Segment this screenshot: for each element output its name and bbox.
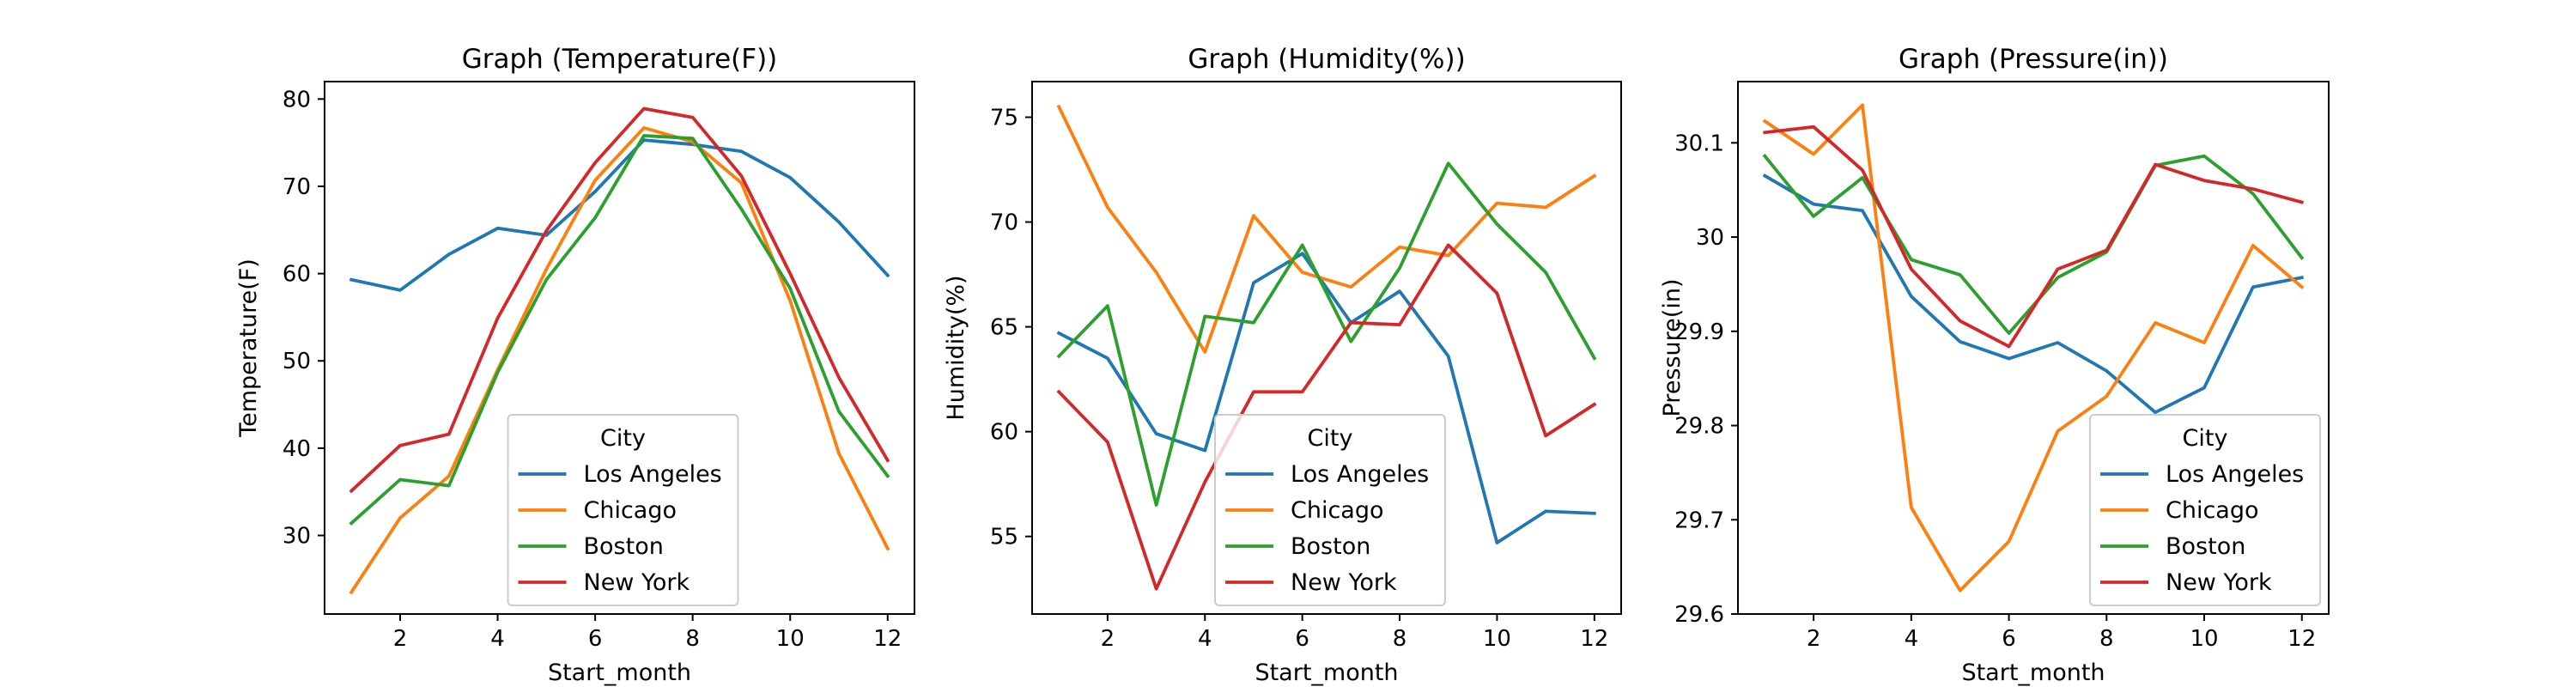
y-tick-label: 40 [283, 436, 311, 462]
legend-entry-label: Los Angeles [2166, 461, 2304, 488]
x-tick-label: 4 [1905, 626, 1919, 652]
series-line-boston [1056, 161, 1597, 507]
x-axis-label: Start_month [1961, 660, 2105, 686]
y-tick-label: 29.7 [1674, 508, 1724, 533]
x-tick-label: 12 [873, 626, 902, 652]
chart-title: Graph (Humidity(%)) [1188, 44, 1465, 75]
y-tick-label: 30.1 [1674, 131, 1724, 156]
y-tick-label: 60 [990, 420, 1018, 446]
y-axis-label: Temperature(F) [235, 258, 262, 438]
y-axis-label: Pressure(in) [1659, 279, 1686, 417]
chart-title: Graph (Temperature(F)) [462, 44, 778, 75]
series-line-new-york [349, 106, 890, 494]
x-tick-label: 8 [1393, 626, 1407, 652]
y-tick-label: 29.8 [1674, 414, 1724, 440]
chart-panel-2: Graph (Humidity(%)) 2 4 6 8 10 12 55 60 65 70 75 Sta… [943, 44, 1622, 686]
chart-panel-3: Graph (Pressure(in)) 2 4 6 8 10 12 29.6 29.7 29.8… [1659, 44, 2330, 686]
legend-entry-label: Chicago [584, 497, 677, 524]
y-tick-label: 29.6 [1674, 602, 1724, 628]
x-tick-label: 12 [1580, 626, 1608, 652]
y-tick-label: 70 [990, 210, 1018, 236]
legend: City Los Angeles Chicago Boston New York [507, 414, 739, 606]
legend-entry-label: New York [584, 569, 690, 596]
legend-entry-label: New York [1291, 569, 1397, 596]
y-tick-label: 55 [990, 525, 1018, 550]
legend-entry-label: Boston [2166, 533, 2245, 560]
series-line-chicago [1056, 104, 1597, 354]
x-tick-label: 8 [2099, 626, 2114, 652]
y-tick-label: 65 [990, 315, 1018, 341]
series-line-boston [349, 134, 890, 526]
chart-title: Graph (Pressure(in)) [1899, 44, 2168, 75]
series-line-new-york [1763, 125, 2305, 349]
x-axis-label: Start_month [548, 660, 691, 686]
series-line-new-york [1056, 243, 1597, 591]
x-tick-label: 10 [2190, 626, 2218, 652]
axes-frame [1737, 81, 2330, 615]
legend: City Los Angeles Chicago Boston New York [2089, 414, 2321, 606]
legend-entry-label: Boston [584, 533, 664, 560]
x-tick-label: 10 [776, 626, 805, 652]
series-line-los-angeles [1056, 252, 1596, 544]
axes-frame [1031, 81, 1622, 615]
legend-title: City [1308, 425, 1353, 452]
series-line-los-angeles [349, 138, 890, 292]
series-line-chicago [1762, 103, 2305, 593]
legend-entry-label: Chicago [1291, 497, 1384, 524]
y-tick-label: 70 [283, 174, 311, 200]
y-tick-label: 50 [283, 349, 311, 374]
x-tick-label: 2 [1807, 626, 1821, 652]
chart-panel-1: Graph (Temperature(F)) 2 4 6 8 10 12 30 40 50 60 70… [235, 44, 915, 686]
axes-frame [324, 81, 915, 615]
y-tick-label: 30 [1696, 225, 1724, 251]
legend-box [1214, 414, 1446, 606]
legend-entry-label: Chicago [2166, 497, 2259, 524]
x-tick-label: 12 [2287, 626, 2316, 652]
y-tick-label: 75 [990, 105, 1018, 131]
legend-box [2089, 414, 2321, 606]
y-tick-label: 29.9 [1674, 319, 1724, 345]
x-tick-label: 10 [1483, 626, 1511, 652]
x-tick-label: 6 [2002, 626, 2016, 652]
x-tick-label: 6 [1295, 626, 1309, 652]
legend-title: City [600, 425, 646, 452]
legend-entry-label: Los Angeles [1291, 461, 1429, 488]
x-axis-label: Start_month [1255, 660, 1398, 686]
series-line-los-angeles [1762, 173, 2304, 415]
y-tick-label: 60 [283, 262, 311, 288]
x-tick-label: 4 [490, 626, 505, 652]
x-tick-label: 8 [685, 626, 700, 652]
y-tick-label: 80 [283, 87, 311, 112]
x-tick-label: 6 [588, 626, 603, 652]
legend: City Los Angeles Chicago Boston New York [1214, 414, 1446, 606]
legend-entry-label: New York [2166, 569, 2272, 596]
y-tick-label: 30 [283, 524, 311, 550]
x-tick-label: 2 [393, 626, 408, 652]
y-axis-label: Humidity(%) [943, 275, 969, 420]
legend-entry-label: Los Angeles [584, 461, 722, 488]
legend-box [507, 414, 739, 606]
legend-title: City [2183, 425, 2228, 452]
x-tick-label: 2 [1101, 626, 1115, 652]
x-tick-label: 4 [1198, 626, 1212, 652]
legend-entry-label: Boston [1291, 533, 1370, 560]
